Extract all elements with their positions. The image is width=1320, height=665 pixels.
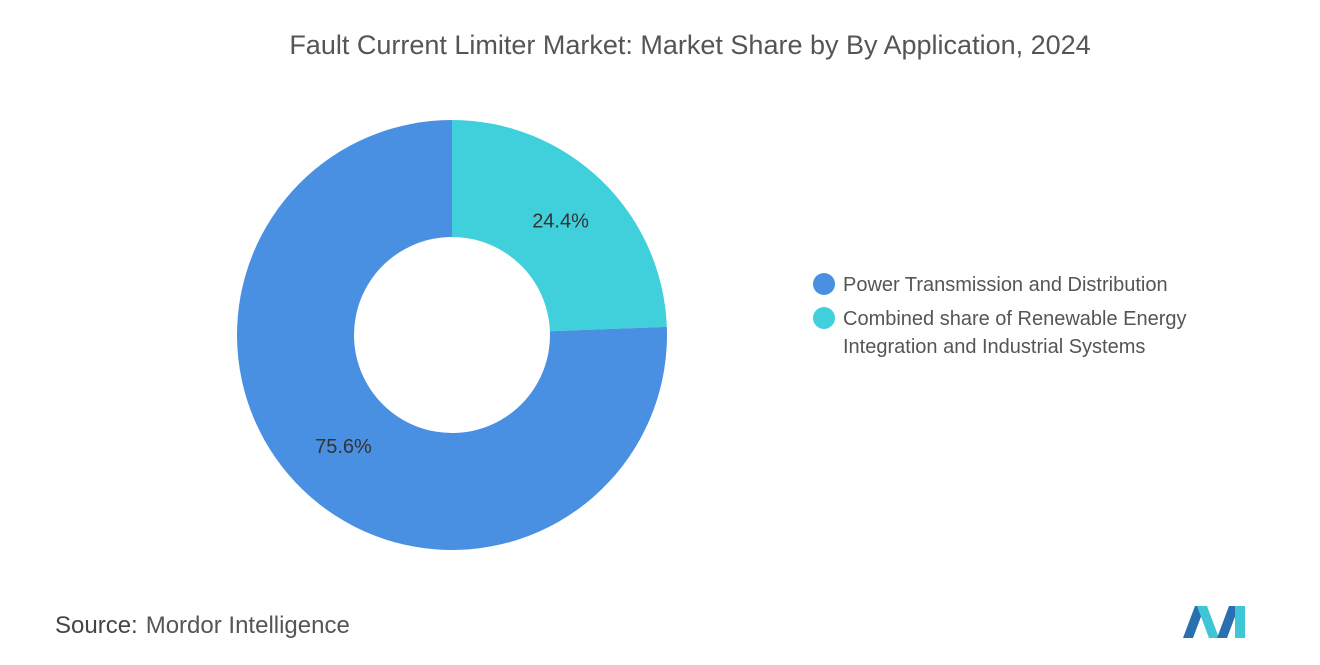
source-label: Source: (55, 612, 138, 639)
legend-item: Power Transmission and Distribution (813, 271, 1243, 299)
data-label: 75.6% (315, 436, 372, 458)
chart-title: Fault Current Limiter Market: Market Sha… (289, 30, 1091, 60)
source-text: Mordor Intelligence (145, 612, 350, 639)
slice (236, 120, 668, 550)
legend-label: Combined share of Renewable Energy Integ… (843, 308, 1187, 358)
legend-item: Combined share of Renewable Energy Integ… (813, 305, 1243, 361)
data-label: 24.4% (532, 211, 589, 233)
slice (452, 120, 667, 332)
logo (1183, 606, 1245, 638)
legend-label: Power Transmission and Distribution (843, 274, 1168, 296)
legend-marker (813, 273, 835, 295)
legend: Power Transmission and Distribution Combi… (813, 271, 1243, 367)
source: Source: Mordor Intelligence (55, 612, 350, 640)
legend-marker (813, 307, 835, 329)
